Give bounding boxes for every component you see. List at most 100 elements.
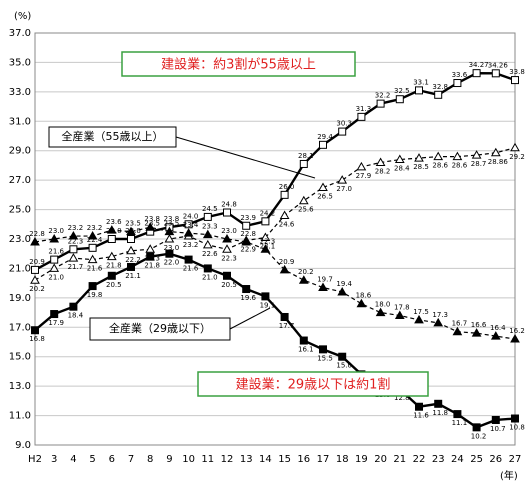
- data-label: 21.6: [48, 248, 64, 256]
- data-label: 15.5: [317, 354, 333, 362]
- data-label: 34.26: [488, 61, 509, 69]
- x-tick-label: 13: [240, 454, 253, 465]
- marker: [491, 69, 500, 78]
- marker: [68, 231, 79, 240]
- marker: [510, 334, 520, 343]
- marker: [452, 326, 463, 336]
- marker: [415, 402, 423, 411]
- marker: [126, 245, 136, 255]
- marker: [414, 153, 424, 162]
- marker: [107, 235, 116, 243]
- data-label: 24.5: [202, 205, 218, 213]
- marker: [356, 161, 367, 171]
- callout-box: [48, 126, 177, 148]
- x-tick-label: 19: [355, 454, 368, 465]
- data-label: 18.0: [375, 301, 391, 309]
- marker: [222, 233, 232, 243]
- data-label: 24.2: [260, 209, 276, 217]
- data-label: 22.0: [164, 259, 180, 267]
- marker: [127, 235, 135, 243]
- data-label: 22.2: [125, 256, 141, 264]
- marker: [356, 298, 367, 308]
- data-label: 20.9: [29, 258, 45, 266]
- x-tick-label: 15: [278, 454, 291, 465]
- data-label: 20.5: [106, 281, 122, 289]
- data-label: 23.9: [240, 214, 256, 222]
- data-label: 33.1: [413, 78, 429, 86]
- data-label: 23.2: [87, 224, 103, 232]
- marker: [30, 275, 40, 284]
- x-tick-label: 27: [509, 454, 522, 465]
- data-label: 33.6: [452, 71, 468, 79]
- marker: [107, 271, 116, 280]
- data-label: 22.6: [202, 250, 218, 258]
- data-label: 28.86: [488, 158, 509, 166]
- y-tick-label: 23.0: [9, 234, 31, 245]
- marker: [299, 336, 308, 345]
- marker: [490, 147, 501, 157]
- data-label: 19.4: [336, 280, 352, 288]
- data-label: 23.0: [221, 227, 237, 235]
- y-tick-label: 9.0: [15, 440, 31, 451]
- marker: [318, 182, 328, 191]
- data-label: 10.7: [490, 425, 506, 433]
- y-tick-label: 27.0: [9, 175, 31, 186]
- data-label: 21.0: [202, 273, 218, 281]
- data-label: 28.2: [375, 167, 391, 175]
- marker: [106, 251, 117, 261]
- x-tick-label: 17: [317, 454, 330, 465]
- marker: [87, 254, 98, 264]
- data-label: 22.8: [240, 230, 256, 238]
- x-tick-label: 7: [128, 454, 134, 465]
- y-tick-label: 29.0: [9, 146, 31, 157]
- data-label: 23.6: [106, 218, 122, 226]
- marker: [394, 154, 405, 164]
- marker: [357, 112, 366, 121]
- marker: [30, 236, 40, 246]
- data-label: 16.6: [471, 321, 487, 329]
- marker: [222, 244, 232, 253]
- data-label: 28.1: [298, 152, 314, 160]
- data-label: 16.1: [298, 346, 314, 354]
- x-tick-label: 16: [297, 454, 310, 465]
- marker: [280, 190, 289, 199]
- data-label: 26.0: [279, 183, 295, 191]
- marker: [87, 231, 98, 240]
- y-tick-label: 13.0: [9, 381, 31, 392]
- data-label: 18.6: [356, 292, 372, 300]
- marker: [511, 76, 519, 85]
- marker: [184, 220, 193, 229]
- x-tick-label: 10: [182, 454, 195, 465]
- x-tick-label: 11: [201, 454, 214, 465]
- data-label: 17.9: [48, 319, 64, 327]
- marker: [394, 310, 405, 320]
- x-tick-label: 20: [374, 454, 387, 465]
- y-tick-label: 33.0: [9, 87, 31, 98]
- data-label: 22.3: [221, 254, 237, 262]
- x-tick-label: 8: [147, 454, 153, 465]
- marker: [49, 263, 60, 272]
- data-label: 17.7: [279, 322, 295, 330]
- marker: [261, 292, 270, 301]
- marker: [337, 175, 348, 184]
- data-label: 28.6: [452, 162, 468, 170]
- marker: [202, 239, 213, 249]
- marker: [164, 233, 175, 243]
- data-label: 32.5: [394, 87, 410, 95]
- marker: [338, 127, 347, 136]
- marker: [319, 345, 327, 354]
- data-label: 20.5: [221, 281, 237, 289]
- data-label: 23.2: [183, 241, 199, 249]
- data-label: 21.8: [144, 262, 160, 270]
- data-label: 21.6: [183, 265, 199, 273]
- marker: [471, 150, 482, 159]
- data-label: 23.0: [164, 244, 180, 252]
- y-unit: (%): [14, 11, 31, 22]
- marker: [280, 312, 289, 321]
- data-label: 23.8: [164, 215, 180, 223]
- x-tick-label: H2: [28, 454, 42, 465]
- data-label: 22.8: [29, 230, 45, 238]
- data-label: 28.4: [394, 165, 410, 173]
- data-label: 21.1: [125, 272, 141, 280]
- data-label: 12.8: [394, 394, 410, 402]
